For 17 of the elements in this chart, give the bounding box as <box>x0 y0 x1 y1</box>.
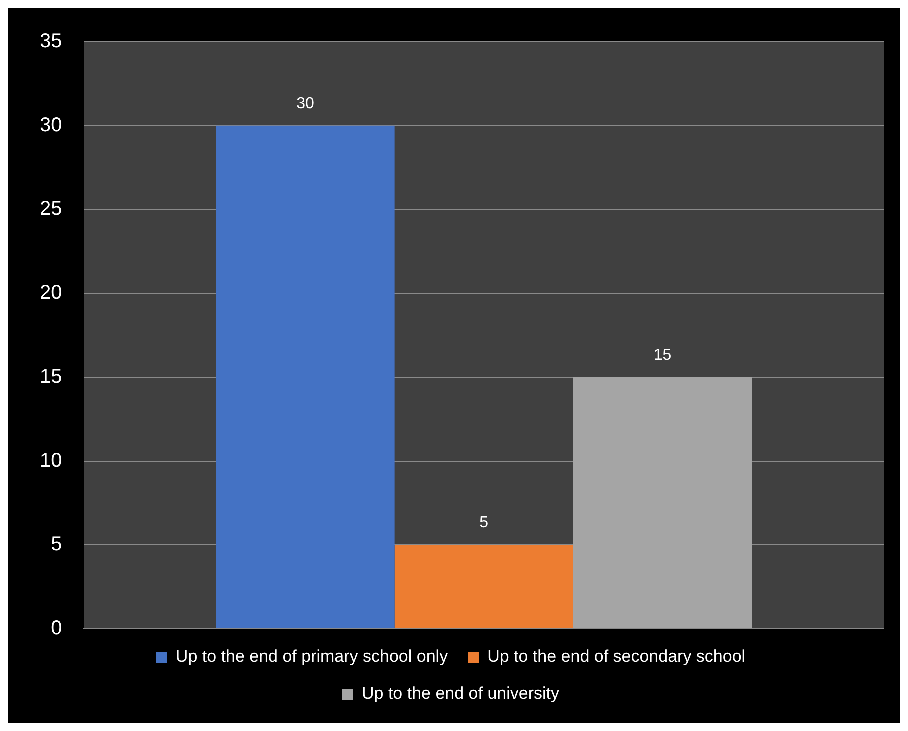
y-tick-label: 35 <box>40 30 62 53</box>
y-tick-label: 5 <box>51 534 62 556</box>
legend-label: Up to the end of primary school only <box>176 647 449 666</box>
data-label: 5 <box>480 514 489 532</box>
y-tick-label: 30 <box>40 114 62 136</box>
data-label: 30 <box>296 95 315 112</box>
y-tick-label: 15 <box>40 366 62 388</box>
data-label: 15 <box>654 346 672 364</box>
bar <box>216 126 395 628</box>
y-tick-label: 20 <box>40 282 62 304</box>
y-tick-label: 10 <box>40 450 62 472</box>
y-tick-label: 0 <box>51 618 62 640</box>
y-tick-label: 25 <box>40 198 62 220</box>
bar <box>394 545 574 628</box>
legend-label: Up to the end of secondary school <box>488 647 746 666</box>
bar <box>573 377 752 628</box>
legend-label: Up to the end of university <box>362 684 560 704</box>
